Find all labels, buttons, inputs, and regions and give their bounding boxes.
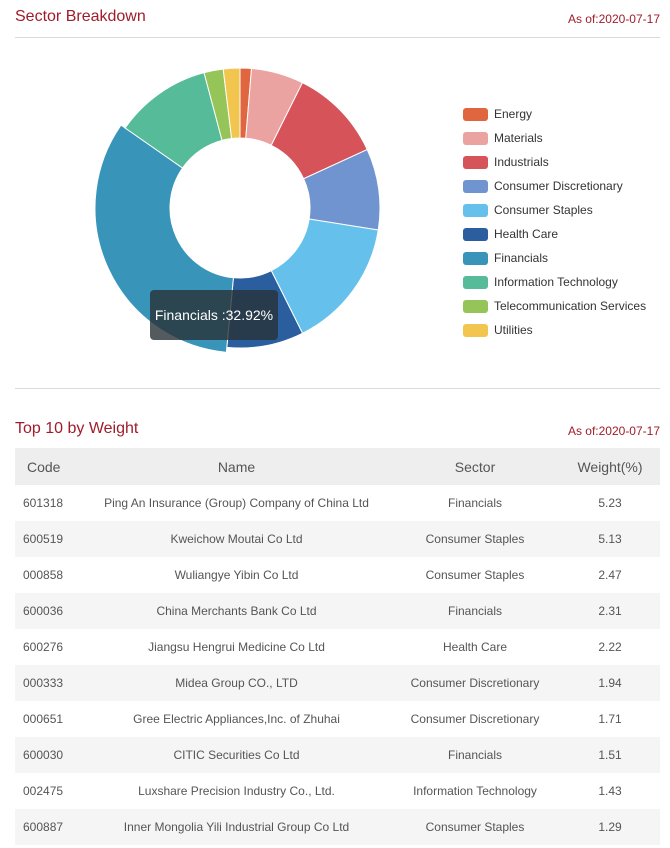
cell-weight: 1.29	[560, 809, 660, 845]
legend-swatch	[463, 131, 488, 145]
cell-weight: 5.23	[598, 496, 622, 510]
legend-label: Energy	[494, 107, 533, 121]
table-header-row: Code Name Sector Weight(%)	[15, 448, 660, 485]
cell-name: China Merchants Bank Co Ltd	[83, 593, 390, 629]
table-row: 000651 Gree Electric Appliances,Inc. of Z…	[15, 701, 660, 737]
legend-item[interactable]: Industrials	[463, 150, 646, 174]
cell-weight: 2.22	[598, 640, 622, 654]
cell-sector: Consumer Staples	[390, 809, 560, 845]
table-row: 600887 Inner Mongolia Yili Industrial Gro…	[15, 809, 660, 845]
header-name[interactable]: Name	[83, 448, 390, 485]
cell-weight: 2.47	[598, 568, 622, 582]
cell-name: Inner Mongolia Yili Industrial Group Co …	[83, 809, 390, 845]
table-row: 601318 Ping An Insurance (Group) Company …	[15, 485, 660, 521]
cell-weight: 1.43	[598, 784, 622, 798]
top10-title: Top 10 by Weight	[15, 420, 139, 437]
legend-label: Industrials	[494, 155, 549, 169]
legend-swatch	[463, 227, 488, 241]
legend-label: Financials	[494, 251, 549, 265]
legend-item[interactable]: Health Care	[463, 222, 646, 246]
cell-sector: Financials	[390, 737, 560, 773]
cell-code: 600036	[15, 593, 83, 629]
legend-item[interactable]: Materials	[463, 126, 646, 150]
legend-swatch	[463, 323, 488, 337]
cell-sector: Consumer Discretionary	[410, 712, 540, 726]
cell-name: Luxshare Precision Industry Co., Ltd.	[138, 784, 335, 798]
sector-header-divider	[15, 37, 660, 38]
legend-swatch	[463, 251, 488, 265]
header-sector[interactable]: Sector	[390, 448, 560, 485]
legend-item[interactable]: Energy	[463, 102, 646, 126]
sector-legend: Energy Materials Industrials Consumer Discr…	[463, 102, 646, 342]
cell-sector: Financials	[447, 496, 503, 510]
cell-code: 000651	[23, 712, 64, 726]
cell-code: 601318	[23, 496, 64, 510]
table-row: 002475 Luxshare Precision Industry Co., L…	[15, 773, 660, 809]
legend-item[interactable]: Consumer Staples	[463, 198, 646, 222]
legend-label: Telecommunication Services	[494, 299, 647, 313]
header-weight[interactable]: Weight(%)	[560, 448, 660, 485]
cell-name: Wuliangye Yibin Co Ltd	[174, 568, 299, 582]
cell-name: Kweichow Moutai Co Ltd	[83, 521, 390, 557]
cell-name: Midea Group CO., LTD	[83, 665, 390, 701]
cell-name: Ping An Insurance (Group) Company of Chi…	[104, 496, 369, 510]
sector-as-of-date: As of:2020-07-17	[567, 12, 660, 26]
cell-code: 600276	[23, 640, 64, 654]
table-row: 000333 Midea Group CO., LTD Consumer Discr…	[15, 665, 660, 701]
legend-swatch	[463, 203, 488, 217]
cell-weight: 2.31	[560, 593, 660, 629]
table-row: 000858 Wuliangye Yibin Co Ltd Consumer Sta…	[15, 557, 660, 593]
table-row: 600036 China Merchants Bank Co Ltd Financi…	[15, 593, 660, 629]
slice-utilities[interactable]	[222, 67, 241, 140]
table-row: 600030 CITIC Securities Co Ltd Financials 1…	[15, 737, 660, 773]
cell-code: 002475	[23, 784, 64, 798]
cell-code: 600030	[15, 737, 83, 773]
cell-sector: Information Technology	[413, 784, 537, 798]
cell-code: 600887	[15, 809, 83, 845]
cell-sector: Health Care	[442, 640, 508, 654]
legend-swatch	[463, 275, 488, 289]
legend-item[interactable]: Utilities	[463, 318, 646, 342]
legend-swatch	[463, 107, 488, 121]
legend-item[interactable]: Information Technology	[463, 270, 646, 294]
holdings-table: Code Name Sector Weight(%) 601318 Ping An…	[15, 448, 660, 845]
cell-weight: 5.13	[560, 521, 660, 557]
sector-breakdown-header: Sector Breakdown As of:2020-07-17	[15, 8, 660, 32]
legend-label: Information Technology	[494, 275, 618, 289]
legend-swatch	[463, 179, 488, 193]
cell-sector: Consumer Staples	[390, 521, 560, 557]
header-code[interactable]: Code	[15, 448, 83, 485]
legend-item[interactable]: Financials	[463, 246, 646, 270]
legend-item[interactable]: Telecommunication Services	[463, 294, 646, 318]
table-row: 600276 Jiangsu Hengrui Medicine Co Ltd Hea…	[15, 629, 660, 665]
cell-sector: Consumer Staples	[425, 568, 525, 582]
legend-swatch	[463, 155, 488, 169]
cell-name: Gree Electric Appliances,Inc. of Zhuhai	[133, 712, 340, 726]
legend-label: Health Care	[494, 227, 559, 241]
legend-label: Materials	[494, 131, 543, 145]
cell-weight: 1.94	[560, 665, 660, 701]
legend-item[interactable]: Consumer Discretionary	[463, 174, 646, 198]
cell-weight: 1.51	[560, 737, 660, 773]
cell-code: 000333	[15, 665, 83, 701]
cell-code: 000858	[23, 568, 64, 582]
legend-label: Utilities	[494, 323, 533, 337]
cell-sector: Consumer Discretionary	[390, 665, 560, 701]
top10-header: Top 10 by Weight As of:2020-07-17	[15, 420, 660, 444]
sector-breakdown-title: Sector Breakdown	[15, 8, 146, 25]
cell-code: 600519	[15, 521, 83, 557]
table-row: 600519 Kweichow Moutai Co Ltd Consumer Sta…	[15, 521, 660, 557]
legend-swatch	[463, 299, 488, 313]
legend-label: Consumer Staples	[494, 203, 593, 217]
cell-name: Jiangsu Hengrui Medicine Co Ltd	[148, 640, 325, 654]
section-divider	[15, 388, 660, 389]
chart-tooltip: Financials :32.92%	[150, 290, 278, 340]
cell-sector: Financials	[390, 593, 560, 629]
top10-as-of-date: As of:2020-07-17	[567, 424, 660, 438]
cell-weight: 1.71	[598, 712, 622, 726]
legend-label: Consumer Discretionary	[494, 179, 623, 193]
cell-name: CITIC Securities Co Ltd	[83, 737, 390, 773]
